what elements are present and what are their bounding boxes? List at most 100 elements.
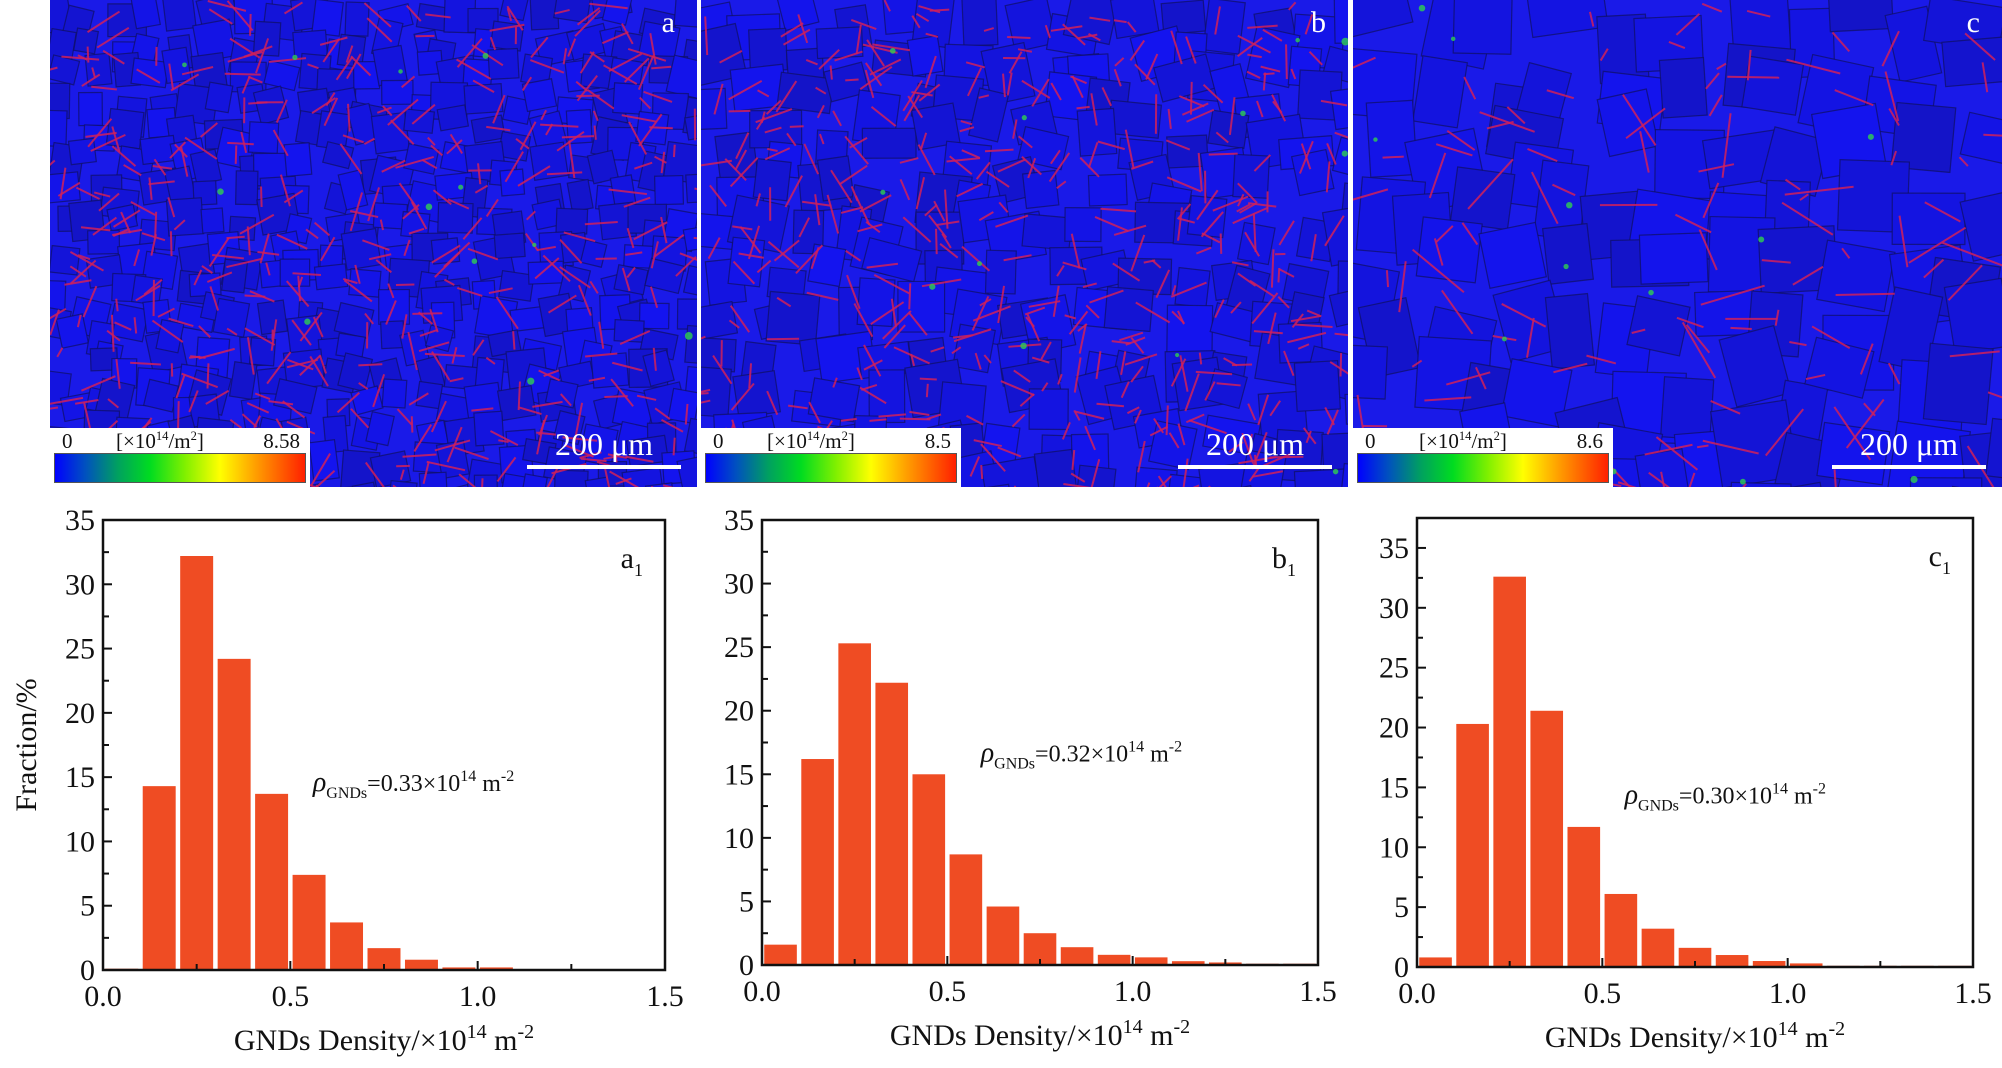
y-tick-label: 25 [65,633,95,666]
scale-bar-line [1178,465,1332,469]
panel-label: a1 [621,542,643,580]
histogram-bar [1530,711,1563,967]
grain-texture [701,0,1348,487]
x-tick-label: 1.5 [646,980,684,1013]
y-tick-label: 10 [1379,831,1409,864]
histogram-bar [987,907,1020,965]
histogram-bar [330,922,363,970]
gnd-map-b: b 0 [×1014/m2] 8.5 200 μm [701,0,1348,487]
y-tick-label: 5 [739,885,754,918]
colorbar: 0 [×1014/m2] 8.6 [1353,428,1613,487]
x-tick-label: 1.0 [1769,977,1807,1010]
x-tick-label: 1.0 [459,980,497,1013]
x-tick-label: 1.5 [1954,977,1992,1010]
colorbar-max: 8.5 [925,429,951,454]
histogram-bar [1419,957,1452,967]
y-tick-label: 30 [1379,592,1409,625]
histogram-bar [143,786,176,970]
histogram-bar [1642,929,1675,967]
y-tick-label: 10 [724,822,754,855]
colorbar: 0 [×1014/m2] 8.5 [701,428,961,487]
histogram-bar [764,945,797,965]
x-tick-label: 0.5 [1584,977,1622,1010]
gnd-map-a: a 0 [×1014/m2] 8.58 200 μm [50,0,697,487]
grain-texture [50,0,697,487]
x-tick-label: 0.0 [743,975,781,1008]
y-tick-label: 10 [65,825,95,858]
histogram-bar [875,683,908,965]
scale-bar-label: 200 μm [1178,427,1332,461]
colorbar-unit: [×1014/m2] [1419,429,1507,454]
histogram-bar [838,643,871,965]
histogram-bar [1605,894,1638,967]
colorbar-gradient [705,453,957,483]
bars [105,556,513,970]
histogram-bar [255,794,288,970]
histogram-bar [405,960,438,970]
x-tick-label: 0.5 [929,975,967,1008]
colorbar: 0 [×1014/m2] 8.58 [50,428,310,487]
scale-bar: 200 μm [1178,427,1332,469]
histogram-bar [1567,827,1600,967]
gnd-map-c: c 0 [×1014/m2] 8.6 200 μm [1353,0,2002,487]
y-tick-label: 20 [1379,712,1409,745]
y-tick-label: 20 [65,697,95,730]
mean-gnd-annotation: ρGNDs=0.30×1014 m-2 [1624,779,1826,814]
x-tick-label: 1.0 [1114,975,1152,1008]
scale-bar: 200 μm [527,427,681,469]
histogram-bar [950,854,983,965]
scale-bar: 200 μm [1832,427,1986,469]
bars [1419,577,1971,967]
y-tick-label: 30 [65,568,95,601]
y-tick-label: 25 [1379,652,1409,685]
grain-texture [1353,0,2002,487]
x-axis-title: GNDs Density/×1014 m-2 [234,1021,534,1057]
y-tick-label: 5 [80,890,95,923]
colorbar-unit: [×1014/m2] [767,429,855,454]
y-tick-label: 30 [724,568,754,601]
bars [764,643,1316,965]
panel-label: c [1967,6,1980,40]
mean-gnd-annotation: ρGNDs=0.32×1014 m-2 [980,737,1182,772]
colorbar-gradient [1357,453,1609,483]
panel-label: b [1311,6,1326,40]
mean-gnd-annotation: ρGNDs=0.33×1014 m-2 [312,767,514,802]
colorbar-gradient [54,453,306,483]
panel-label: a [662,6,675,40]
y-tick-label: 25 [724,631,754,664]
colorbar-min: 0 [713,429,724,454]
y-axis-title: Fraction/% [10,678,43,811]
histogram-bar [912,774,945,965]
scale-bar-label: 200 μm [1832,427,1986,461]
y-tick-label: 35 [65,504,95,537]
colorbar-min: 0 [62,429,73,454]
panel-label: b1 [1272,542,1296,580]
colorbar-max: 8.58 [263,429,300,454]
x-tick-label: 0.0 [84,980,122,1013]
histogram-bar [1716,955,1749,967]
histogram-bar [1456,724,1489,967]
histogram-bar [1061,947,1094,965]
scale-bar-label: 200 μm [527,427,681,461]
y-tick-label: 35 [724,504,754,537]
histogram-bar [293,875,326,970]
colorbar-max: 8.6 [1577,429,1603,454]
y-tick-label: 20 [724,695,754,728]
histogram-bar [1493,577,1526,967]
x-tick-label: 0.5 [272,980,310,1013]
histogram-bar [1098,955,1131,965]
y-tick-label: 15 [724,758,754,791]
x-tick-label: 0.0 [1398,977,1436,1010]
x-axis-title: GNDs Density/×1014 m-2 [1545,1018,1845,1054]
colorbar-min: 0 [1365,429,1376,454]
panel-label: c1 [1929,540,1951,578]
scale-bar-line [527,465,681,469]
